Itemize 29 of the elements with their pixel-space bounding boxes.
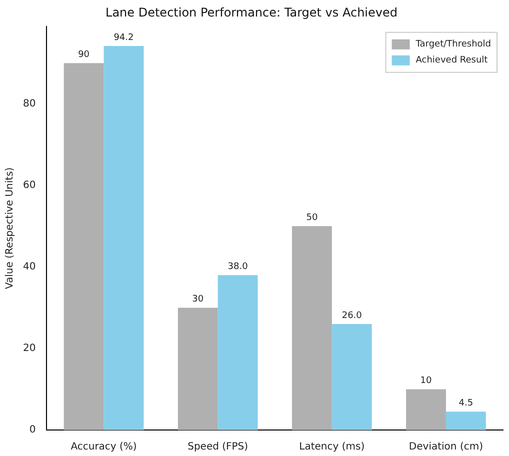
x-tick-label: Deviation (cm) xyxy=(408,442,484,453)
y-tick-label: 60 xyxy=(22,180,36,191)
y-tick-label: 80 xyxy=(22,98,36,110)
data-label: 4.5 xyxy=(458,398,474,408)
data-label: 26.0 xyxy=(342,310,362,321)
legend-label: Target/Threshold xyxy=(414,40,492,50)
data-label: 10 xyxy=(420,376,432,386)
bar xyxy=(406,389,446,430)
bar xyxy=(292,226,332,430)
y-axis-title: Value (Respective Units) xyxy=(4,167,16,290)
x-tick-label: Accuracy (%) xyxy=(70,442,137,453)
bar xyxy=(64,63,104,430)
data-label: 90 xyxy=(78,50,90,60)
y-tick-label: 20 xyxy=(22,343,36,354)
data-label: 30 xyxy=(192,294,204,305)
bar xyxy=(446,412,486,430)
data-label: 38.0 xyxy=(228,262,248,272)
y-tick-label: 0 xyxy=(29,424,36,436)
y-tick-label: 40 xyxy=(22,262,36,273)
bar xyxy=(178,308,218,430)
data-label: 94.2 xyxy=(114,32,134,43)
x-tick-label: Speed (FPS) xyxy=(188,442,248,453)
bar xyxy=(104,46,144,430)
bar xyxy=(332,324,372,430)
bar xyxy=(218,275,258,430)
chart-title: Lane Detection Performance: Target vs Achieved xyxy=(106,5,398,20)
data-label: 50 xyxy=(306,213,318,224)
legend-label: Achieved Result xyxy=(416,56,488,66)
x-tick-label: Latency (ms) xyxy=(299,442,365,453)
